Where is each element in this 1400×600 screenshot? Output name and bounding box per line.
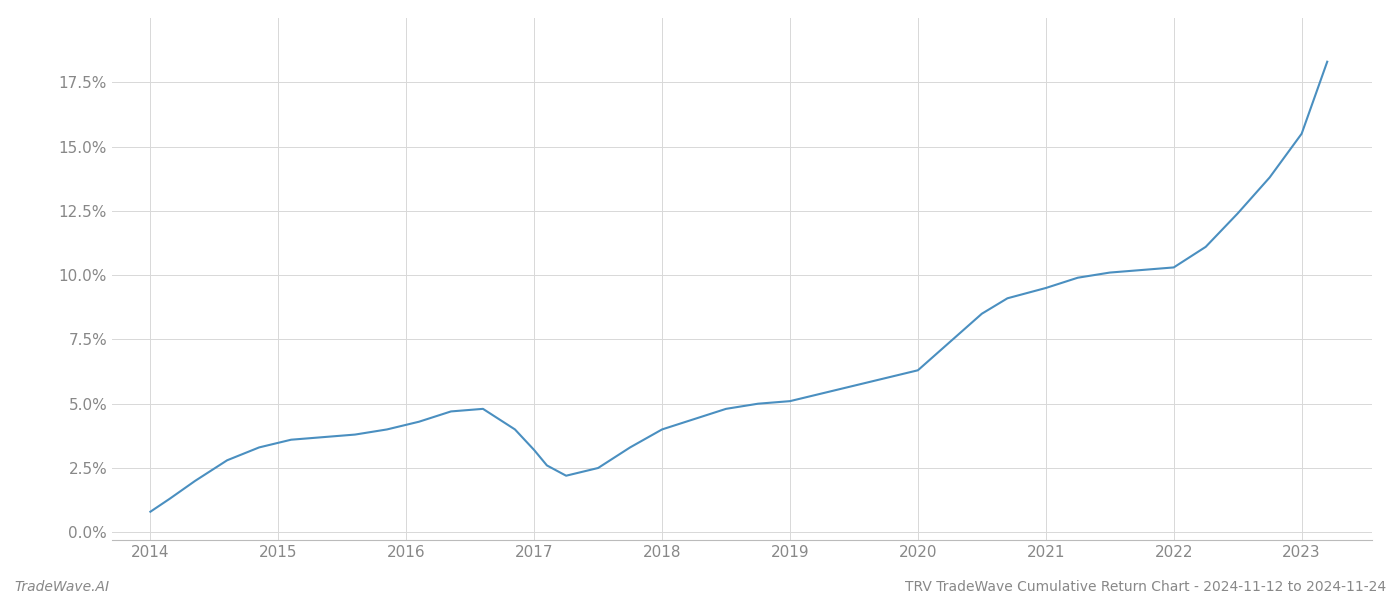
Text: TRV TradeWave Cumulative Return Chart - 2024-11-12 to 2024-11-24: TRV TradeWave Cumulative Return Chart - … bbox=[904, 580, 1386, 594]
Text: TradeWave.AI: TradeWave.AI bbox=[14, 580, 109, 594]
